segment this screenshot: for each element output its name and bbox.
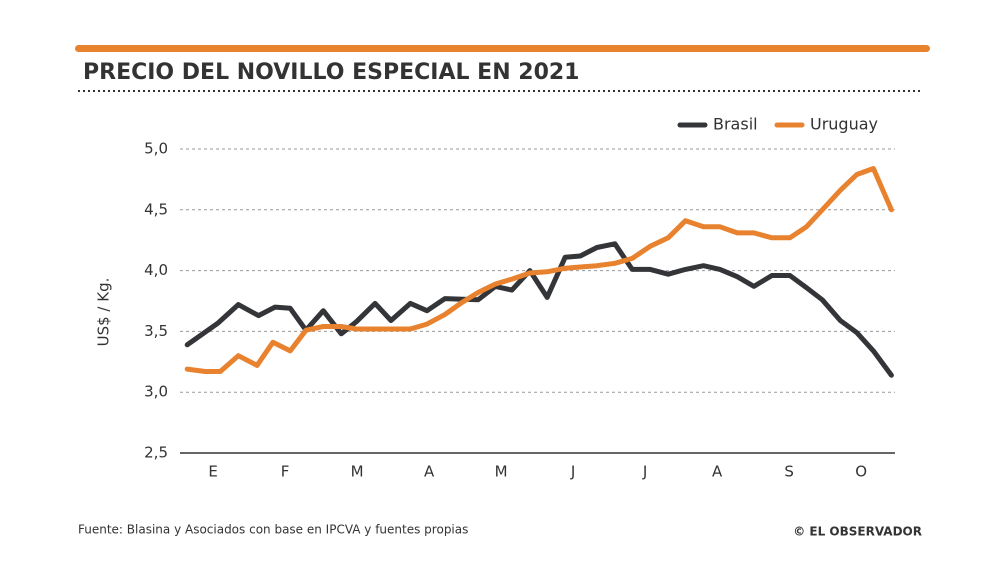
y-tick-label: 4,0 xyxy=(144,261,168,279)
y-tick-label: 5,0 xyxy=(144,140,168,158)
x-tick-label: A xyxy=(424,463,435,481)
x-tick-label: F xyxy=(281,463,290,481)
x-tick-label: O xyxy=(855,463,867,481)
y-tick-label: 3,5 xyxy=(144,322,168,340)
x-tick-label: E xyxy=(208,463,217,481)
x-tick-label: J xyxy=(642,463,647,481)
y-tick-label: 3,0 xyxy=(144,383,168,401)
credit: © EL OBSERVADOR xyxy=(793,525,922,539)
series-line xyxy=(184,241,894,378)
y-axis-label: US$ / Kg. xyxy=(95,278,113,347)
legend-label: Brasil xyxy=(713,115,758,134)
y-tick-label: 4,5 xyxy=(144,200,168,218)
chart-title: PRECIO DEL NOVILLO ESPECIAL EN 2021 xyxy=(83,60,580,85)
top-bar xyxy=(75,45,930,52)
source: Fuente: Blasina y Asociados con base en … xyxy=(78,523,468,537)
legend-label: Uruguay xyxy=(810,115,878,134)
series-line xyxy=(184,166,894,374)
x-tick-label: J xyxy=(570,463,575,481)
x-tick-label: A xyxy=(712,463,723,481)
x-tick-label: M xyxy=(351,463,364,481)
y-tick-label: 2,5 xyxy=(144,444,168,462)
x-tick-label: S xyxy=(784,463,794,481)
x-tick-label: M xyxy=(495,463,508,481)
